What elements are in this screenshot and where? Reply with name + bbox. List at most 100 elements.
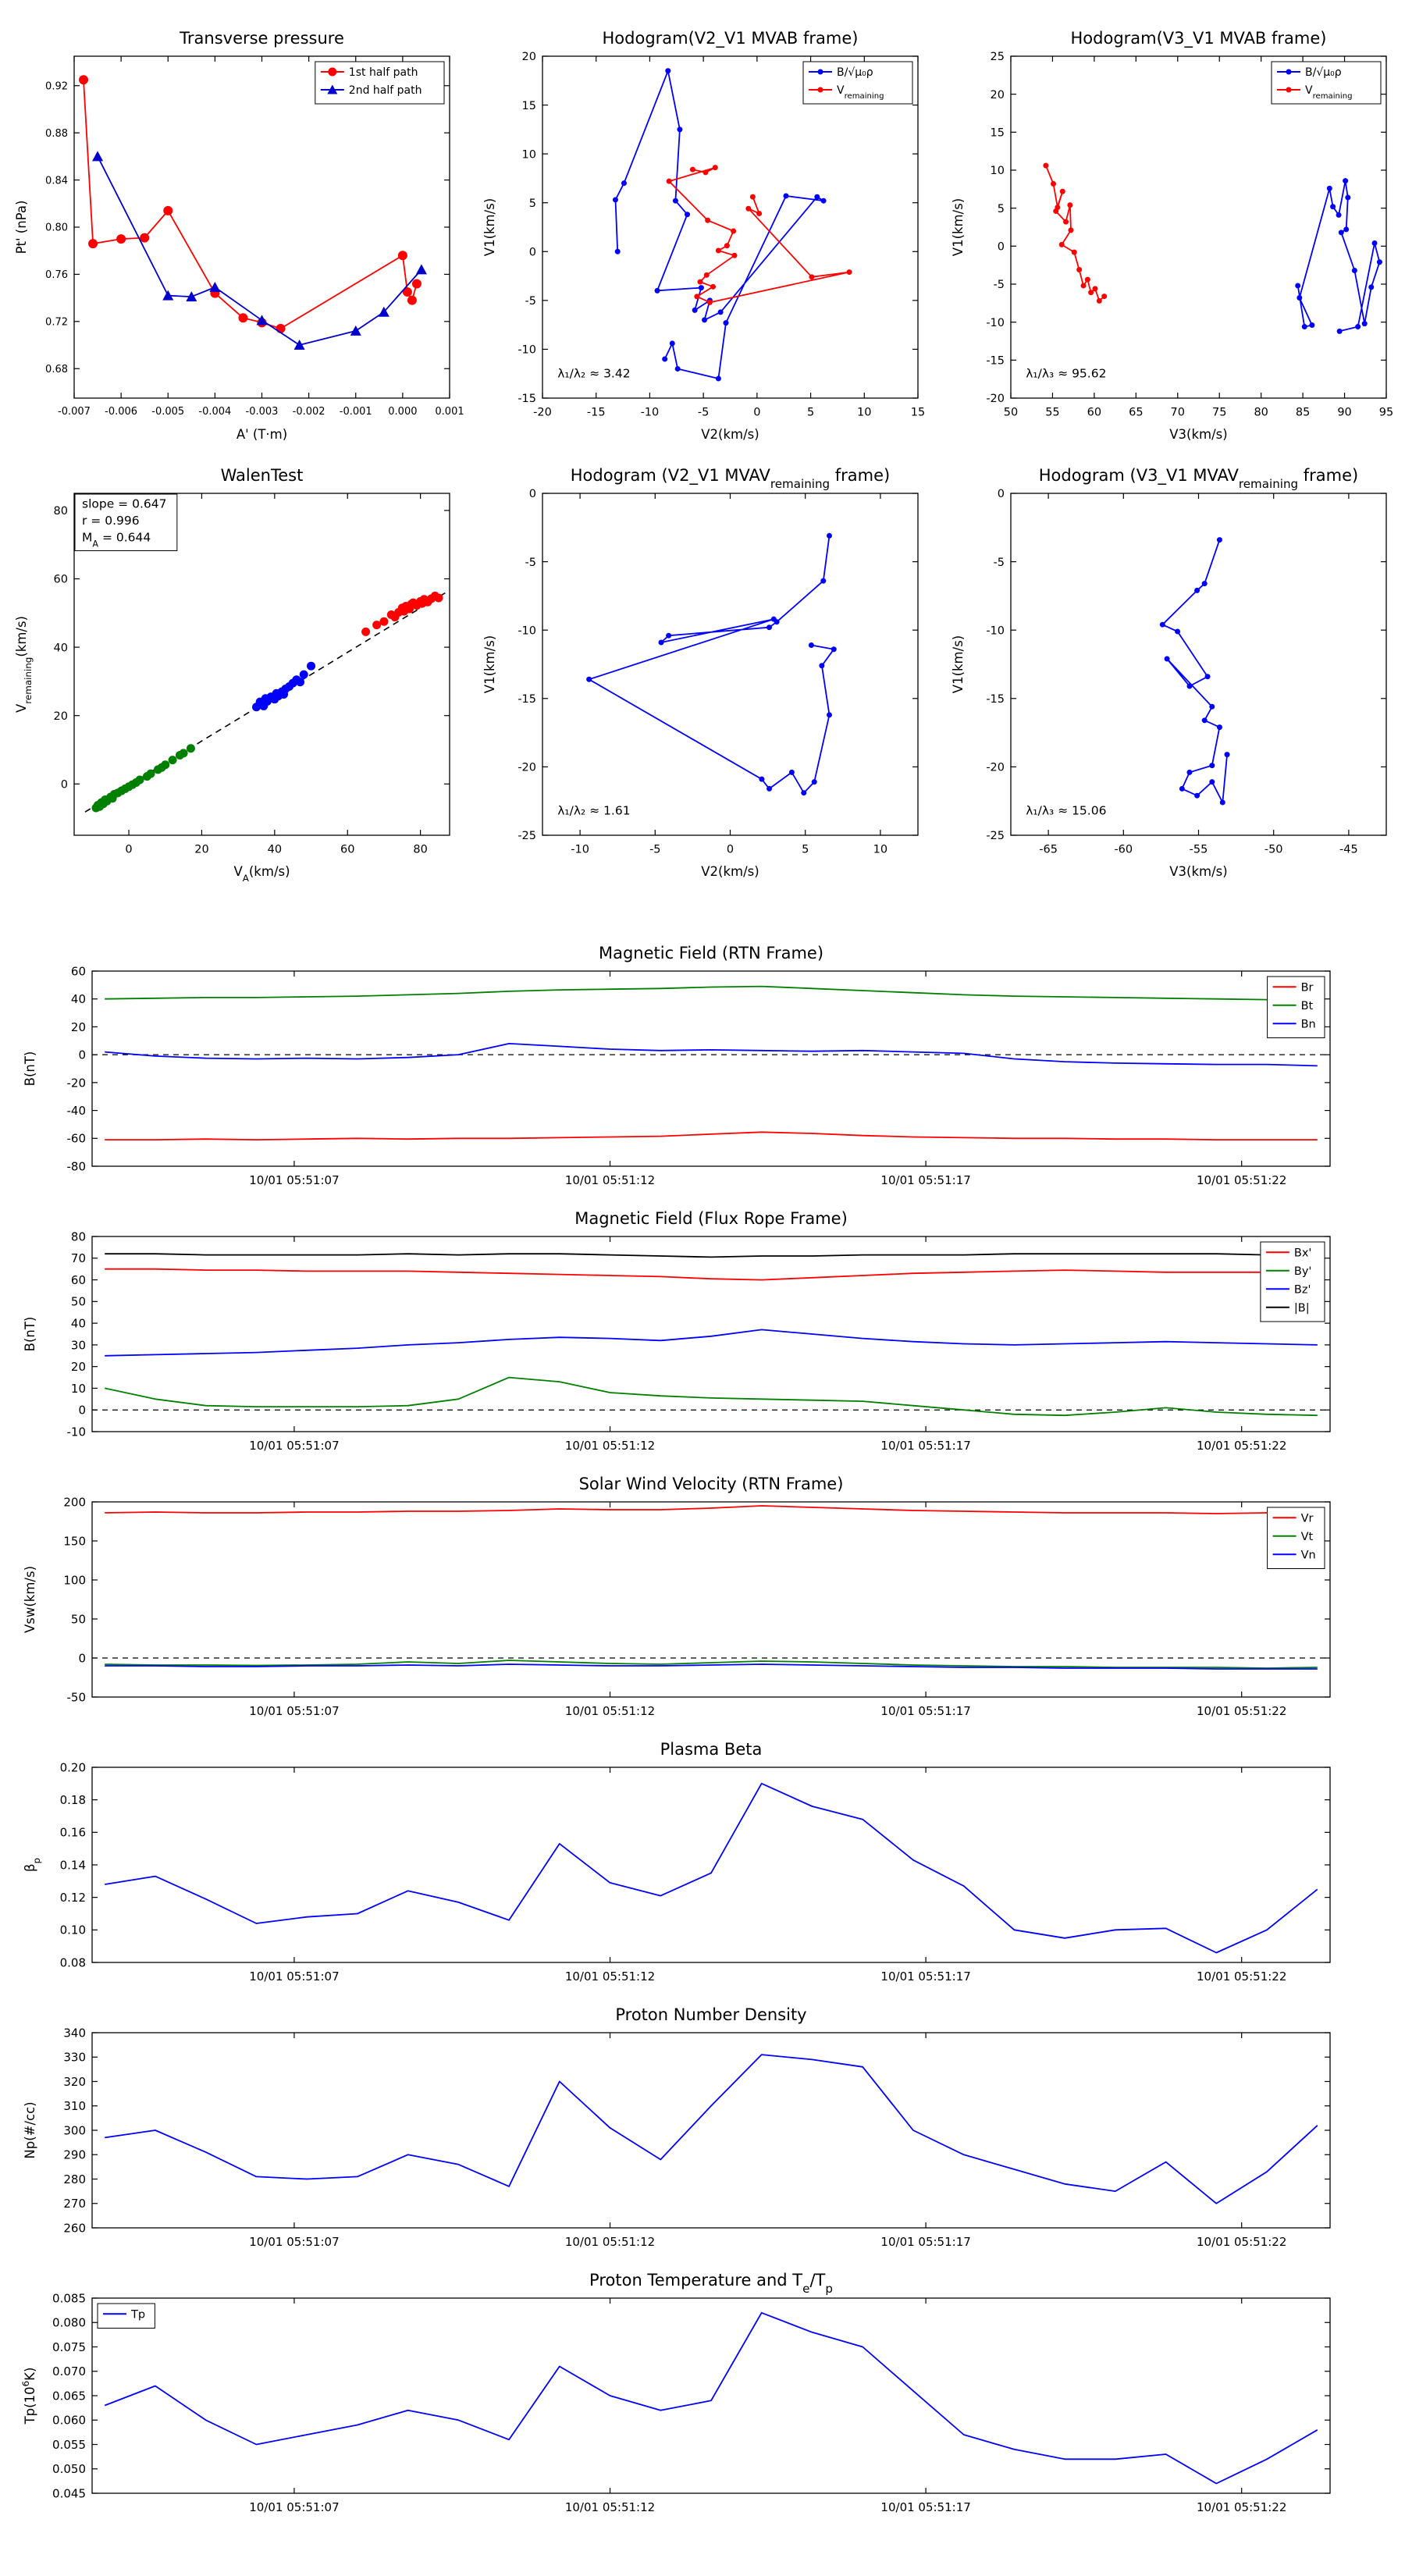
svg-text:Magnetic Field (Flux Rope Fram: Magnetic Field (Flux Rope Frame) (574, 1209, 848, 1228)
svg-text:95: 95 (1379, 407, 1393, 419)
row-b-fluxrope: 10/01 05:51:07 10/01 05:51:12 10/01 05:51:… (0, 1202, 1405, 1468)
svg-text:70: 70 (1171, 407, 1185, 419)
svg-text:V2(km/s): V2(km/s) (701, 427, 759, 442)
svg-text:15: 15 (522, 100, 536, 112)
chart-hodogram-v2v1-mvab: -20 -15 -10 -5 0 5 10 15 -15 -10 -5 0 5 10 15 20 Hodogra… (468, 19, 937, 456)
svg-text:-60: -60 (67, 1132, 87, 1146)
svg-text:10/01 05:51:07: 10/01 05:51:07 (249, 1704, 339, 1718)
svg-text:0: 0 (998, 488, 1005, 500)
svg-text:-80: -80 (67, 1159, 87, 1173)
svg-text:0.055: 0.055 (52, 2438, 86, 2452)
svg-text:10/01 05:51:22: 10/01 05:51:22 (1197, 2235, 1286, 2249)
svg-text:0.045: 0.045 (52, 2486, 86, 2500)
svg-text:10/01 05:51:07: 10/01 05:51:07 (249, 1969, 339, 1984)
plot-canvas-hodogram-v2v1-mvav: -10 -5 0 5 10 -25 -20 -15 -10 -5 0 Hodogram (V2_V1 … (482, 466, 919, 879)
svg-text:-5: -5 (994, 279, 1005, 291)
svg-text:330: 330 (63, 2051, 86, 2065)
svg-text:-0.002: -0.002 (293, 406, 325, 418)
svg-text:-60: -60 (1114, 844, 1133, 856)
svg-text:-10: -10 (986, 624, 1005, 637)
svg-text:βp: βp (23, 1858, 42, 1872)
svg-text:B(nT): B(nT) (23, 1051, 37, 1087)
plot-canvas-vsw-rtn: 10/01 05:51:07 10/01 05:51:12 10/01 05:51:… (23, 1475, 1331, 1718)
svg-text:0.12: 0.12 (60, 1891, 86, 1905)
svg-text:0.72: 0.72 (45, 317, 68, 329)
svg-text:-25: -25 (518, 830, 536, 842)
svg-text:75: 75 (1212, 407, 1226, 419)
svg-text:5: 5 (998, 203, 1005, 215)
svg-text:0.060: 0.060 (52, 2414, 86, 2428)
svg-text:0.10: 0.10 (60, 1923, 86, 1937)
svg-text:0.075: 0.075 (52, 2340, 86, 2354)
svg-text:0.050: 0.050 (52, 2462, 86, 2476)
svg-text:Bx': Bx' (1294, 1247, 1312, 1259)
svg-text:MA = 0.644: MA = 0.644 (82, 531, 151, 550)
svg-text:-15: -15 (986, 693, 1005, 706)
svg-text:slope = 0.647: slope = 0.647 (82, 497, 166, 511)
svg-text:70: 70 (71, 1251, 86, 1265)
svg-text:-20: -20 (518, 762, 536, 774)
svg-text:10: 10 (522, 148, 536, 161)
chart-b-fluxrope: 10/01 05:51:07 10/01 05:51:12 10/01 05:51:… (0, 1202, 1405, 1468)
svg-text:Bn: Bn (1301, 1018, 1316, 1030)
svg-text:10/01 05:51:22: 10/01 05:51:22 (1197, 1969, 1286, 1984)
svg-text:10/01 05:51:12: 10/01 05:51:12 (565, 2235, 655, 2249)
svg-text:-15: -15 (587, 407, 606, 419)
svg-text:-10: -10 (571, 844, 589, 856)
svg-text:280: 280 (63, 2172, 86, 2186)
svg-text:40: 40 (71, 992, 86, 1006)
svg-text:0: 0 (61, 779, 68, 792)
svg-text:15: 15 (991, 127, 1005, 140)
svg-text:340: 340 (63, 2026, 86, 2040)
svg-text:0: 0 (998, 241, 1005, 254)
svg-text:Bt: Bt (1301, 1000, 1314, 1012)
svg-text:Transverse pressure: Transverse pressure (179, 29, 344, 48)
svg-text:-0.001: -0.001 (340, 406, 372, 418)
svg-text:20: 20 (194, 844, 208, 856)
svg-text:10/01 05:51:22: 10/01 05:51:22 (1197, 2500, 1286, 2514)
svg-text:Vt: Vt (1301, 1531, 1314, 1543)
svg-text:Vn: Vn (1301, 1549, 1316, 1561)
chart-hodogram-v3v1-mvab: 50 55 60 65 70 75 80 85 90 95 -20 -15 -10 -5 0 5 10 15 20 2… (937, 19, 1405, 456)
svg-text:V1(km/s): V1(km/s) (482, 635, 497, 693)
svg-text:10/01 05:51:07: 10/01 05:51:07 (249, 2500, 339, 2514)
svg-text:10/01 05:51:17: 10/01 05:51:17 (880, 1969, 970, 1984)
svg-text:80: 80 (1254, 407, 1268, 419)
svg-text:60: 60 (71, 1273, 86, 1287)
svg-text:50: 50 (1004, 407, 1018, 419)
svg-text:10/01 05:51:22: 10/01 05:51:22 (1197, 1704, 1286, 1718)
svg-text:290: 290 (63, 2148, 86, 2162)
svg-text:0.88: 0.88 (45, 128, 68, 140)
svg-text:-5: -5 (525, 557, 536, 569)
svg-text:60: 60 (54, 574, 68, 586)
svg-text:0.68: 0.68 (45, 364, 68, 375)
plot-canvas-hodogram-v2v1-mvab: -20 -15 -10 -5 0 5 10 15 -15 -10 -5 0 5 10 15 20 Hodogra… (482, 29, 925, 442)
svg-text:80: 80 (54, 505, 68, 518)
svg-text:-0.003: -0.003 (246, 406, 279, 418)
svg-text:10/01 05:51:12: 10/01 05:51:12 (565, 1704, 655, 1718)
svg-text:85: 85 (1296, 407, 1310, 419)
svg-text:B/√μ₀ρ: B/√μ₀ρ (1305, 66, 1342, 79)
svg-text:Bz': Bz' (1294, 1283, 1311, 1296)
plot-canvas-proton-density: 10/01 05:51:07 10/01 05:51:12 10/01 05:51:… (23, 2005, 1331, 2249)
chart-transverse-pressure: -0.007 -0.006 -0.005 -0.004 -0.003 -0.002 -0.0… (0, 19, 468, 456)
svg-text:Tp(106K): Tp(106K) (20, 2368, 37, 2425)
svg-text:|B|: |B| (1294, 1302, 1310, 1315)
chart-proton-density: 10/01 05:51:07 10/01 05:51:12 10/01 05:51:… (0, 1998, 1405, 2264)
svg-text:-5: -5 (994, 557, 1005, 569)
svg-text:10/01 05:51:17: 10/01 05:51:17 (880, 1173, 970, 1187)
svg-text:-25: -25 (986, 830, 1005, 842)
svg-text:80: 80 (413, 844, 427, 856)
svg-text:Hodogram(V3_V1 MVAB frame): Hodogram(V3_V1 MVAB frame) (1071, 29, 1327, 48)
svg-text:-50: -50 (67, 1690, 87, 1704)
svg-text:0.92: 0.92 (45, 80, 68, 92)
svg-text:B(nT): B(nT) (23, 1317, 37, 1352)
svg-text:Vremaining: Vremaining (1305, 84, 1353, 101)
chart-proton-temp: 10/01 05:51:07 10/01 05:51:12 10/01 05:51:… (0, 2264, 1405, 2529)
svg-text:-15: -15 (986, 355, 1005, 368)
svg-text:Vr: Vr (1301, 1512, 1314, 1525)
svg-text:-0.007: -0.007 (58, 406, 91, 418)
svg-text:10/01 05:51:12: 10/01 05:51:12 (565, 1173, 655, 1187)
svg-text:55: 55 (1045, 407, 1059, 419)
